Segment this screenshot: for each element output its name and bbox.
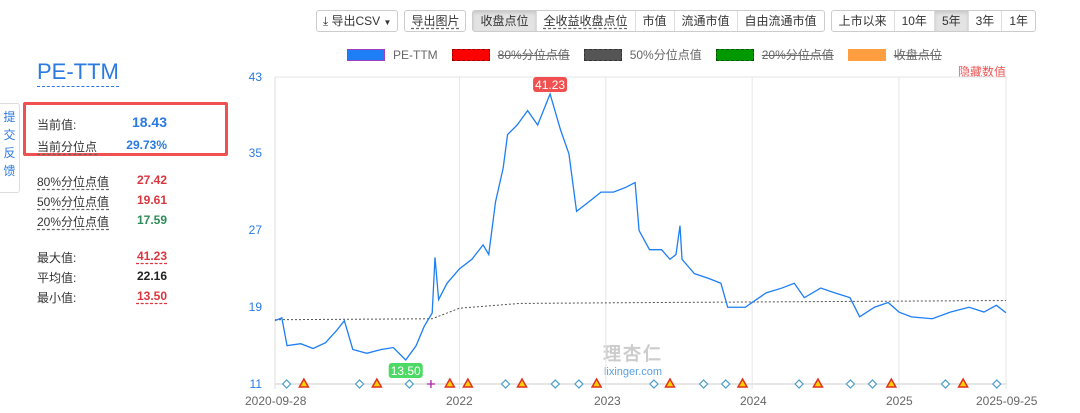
legend-item-p80[interactable]: 80%分位点值 [497, 48, 570, 62]
min-label: 最小值: [37, 291, 77, 305]
tab-close-points[interactable]: 收盘点位 [473, 11, 537, 31]
legend-swatch-p50[interactable] [583, 48, 622, 61]
current-pct-label[interactable]: 当前分位点 [37, 140, 98, 154]
diamond-marker [867, 379, 878, 389]
legend-item-p50[interactable]: 50%分位点值 [629, 48, 702, 62]
feedback-tab[interactable]: 提交反馈 [0, 103, 20, 193]
avg-value: 22.16 [136, 269, 167, 283]
diamond-marker [574, 379, 584, 389]
tab-5y[interactable]: 5年 [934, 11, 969, 31]
metric-tabs: 收盘点位 全收益收盘点位 市值 流通市值 自由流通市值 [472, 10, 825, 32]
max-label: 41.23 [535, 78, 565, 92]
min-label: 13.50 [391, 364, 421, 378]
current-highlight-box [23, 102, 228, 156]
y-tick-label: 27 [248, 223, 262, 237]
diamond-marker [649, 379, 659, 389]
triangle-marker [957, 377, 969, 388]
max-label: 最大值: [37, 251, 77, 265]
legend-swatch-p80[interactable] [451, 48, 490, 61]
toolbar: ⤓ 导出CSV ▼ 导出图片 收盘点位 全收益收盘点位 市值 流通市值 自由流通… [315, 10, 1036, 32]
diamond-marker [720, 379, 731, 389]
p80-value: 27.42 [136, 173, 167, 187]
tab-3y[interactable]: 3年 [969, 11, 1003, 31]
tab-market-cap[interactable]: 市值 [636, 11, 675, 31]
x-tick-label: 2023 [594, 394, 621, 408]
x-tick-label: 2025 [886, 394, 913, 408]
diamond-marker [698, 379, 709, 389]
export-csv-button[interactable]: ⤓ 导出CSV ▼ [315, 10, 399, 32]
x-tick-label: 2025-09-25 [976, 394, 1038, 408]
y-tick-label: 11 [249, 377, 262, 391]
y-tick-label: 35 [248, 146, 262, 160]
diamond-marker [940, 379, 951, 389]
median-line [274, 300, 1007, 321]
tab-1y[interactable]: 1年 [1009, 14, 1028, 28]
current-label: 当前值: [37, 118, 77, 132]
legend-item-pe[interactable]: PE-TTM [393, 47, 438, 62]
min-label-bubble [388, 363, 423, 379]
legend-swatch-close[interactable] [847, 48, 886, 61]
chart-legend: PE-TTM 80%分位点值 50%分位点值 20%分位点值 收盘点位 [347, 46, 956, 63]
range-tabs: 上市以来 10年 5年 3年 1年 [830, 10, 1036, 32]
triangle-marker [812, 377, 824, 388]
tab-free-float-cap[interactable]: 自由流通市值 [744, 14, 817, 28]
export-image-button[interactable]: 导出图片 [404, 10, 467, 32]
triangle-marker [298, 377, 310, 388]
x-tick-label: 2024 [740, 394, 767, 408]
diamond-marker [550, 379, 561, 389]
triangle-marker [885, 377, 898, 388]
triangle-marker [736, 377, 749, 388]
diamond-marker [354, 379, 365, 389]
p50-label[interactable]: 50%分位点值 [37, 195, 110, 209]
diamond-marker [845, 379, 856, 389]
max-label-bubble [533, 76, 568, 92]
avg-label: 平均值: [37, 271, 77, 285]
max-value[interactable]: 41.23 [136, 249, 167, 263]
triangle-marker [664, 377, 676, 388]
panel-title[interactable]: PE-TTM [37, 58, 119, 87]
current-pct-value: 29.73% [126, 138, 167, 152]
legend-item-p20[interactable]: 20%分位点值 [761, 48, 834, 62]
diamond-marker [991, 379, 1002, 389]
diamond-marker [404, 379, 415, 389]
current-value: 18.43 [131, 114, 167, 130]
min-value[interactable]: 13.50 [136, 289, 167, 303]
watermark: 理杏仁 lixinger.com [603, 344, 663, 378]
tab-10y[interactable]: 10年 [895, 11, 935, 31]
tab-total-return[interactable]: 全收益收盘点位 [537, 11, 636, 31]
pe-ttm-line [274, 91, 1007, 362]
tab-float-cap[interactable]: 流通市值 [675, 11, 738, 31]
x-tick-label: 2022 [446, 394, 473, 408]
diamond-marker [500, 379, 511, 389]
triangle-marker [590, 377, 603, 388]
p20-label[interactable]: 20%分位点值 [37, 215, 110, 229]
hide-values-link[interactable]: 隐藏数值 [958, 65, 1007, 79]
triangle-marker [516, 377, 528, 388]
p50-value: 19.61 [136, 193, 167, 207]
caret-down-icon: ▼ [383, 18, 392, 27]
tab-since-listing[interactable]: 上市以来 [832, 11, 895, 31]
diamond-marker [794, 379, 804, 389]
y-tick-label: 19 [248, 300, 262, 314]
legend-swatch-pe[interactable] [347, 48, 385, 61]
triangle-marker [462, 377, 474, 388]
p20-value: 17.59 [136, 213, 167, 227]
triangle-marker [444, 377, 456, 388]
download-icon: ⤓ [322, 14, 329, 28]
legend-swatch-p20[interactable] [715, 48, 754, 61]
diamond-marker [281, 379, 292, 389]
legend-item-close[interactable]: 收盘点位 [893, 48, 942, 62]
p80-label[interactable]: 80%分位点值 [37, 175, 110, 189]
triangle-marker [371, 377, 383, 388]
x-tick-label: 2020-09-28 [245, 394, 307, 408]
plus-marker [426, 380, 435, 388]
y-tick-label: 43 [248, 70, 262, 84]
